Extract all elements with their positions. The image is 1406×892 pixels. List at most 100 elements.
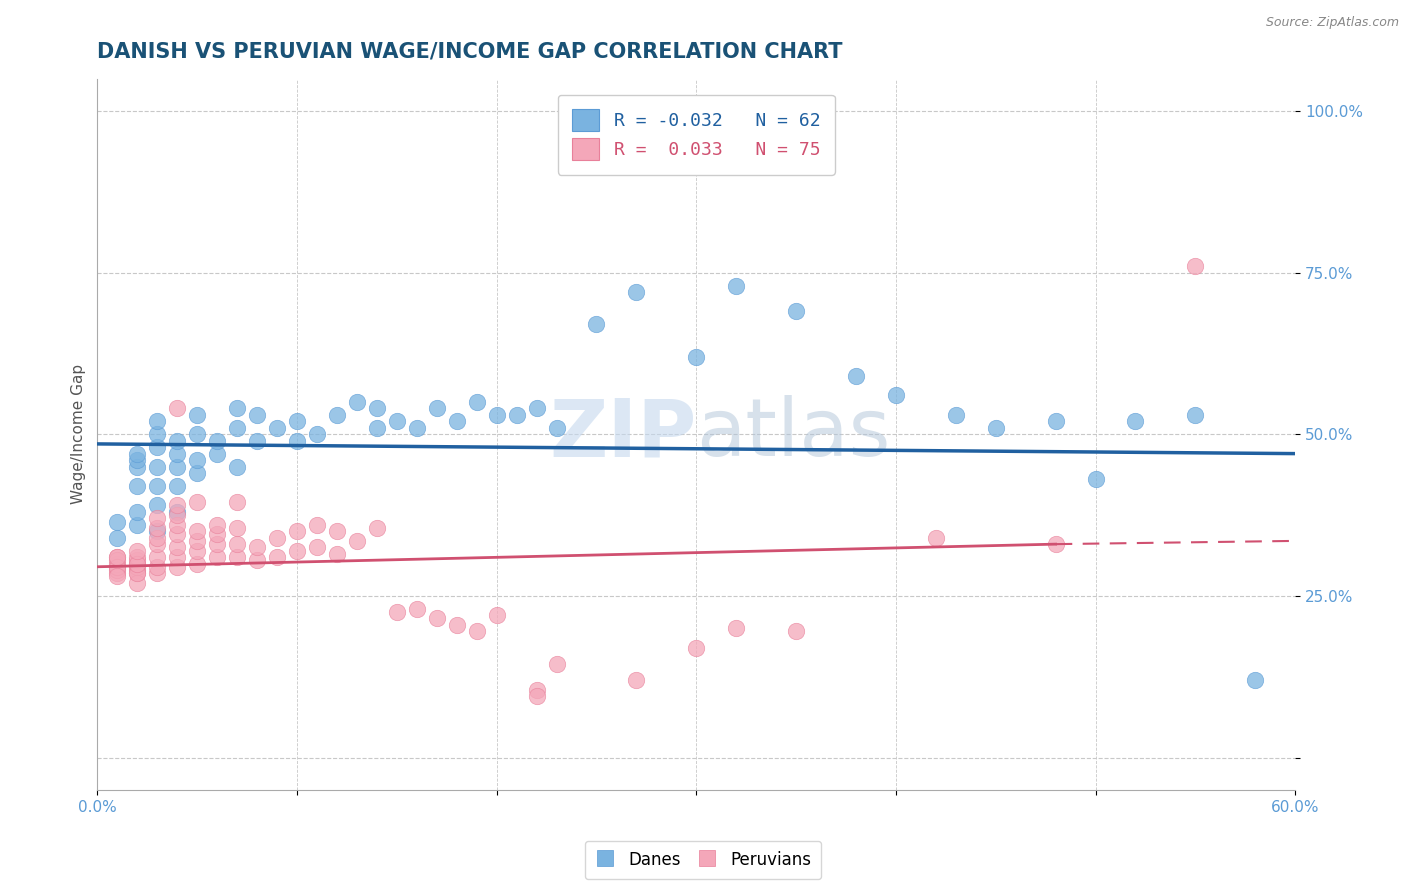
Point (945, 408, 967, 422)
Point (785, 304, 807, 318)
Point (105, 553, 128, 567)
Point (146, 559, 169, 574)
Point (585, 318, 607, 332)
Point (526, 689, 548, 703)
Point (1125, 414, 1147, 428)
Point (246, 434, 269, 448)
Point (127, 557, 149, 571)
Point (925, 531, 948, 545)
Point (884, 388, 907, 402)
Point (546, 657, 568, 671)
Point (105, 515, 128, 529)
Point (166, 401, 188, 416)
Point (127, 563, 149, 577)
Point (446, 618, 468, 632)
Point (305, 517, 328, 532)
Point (166, 479, 188, 493)
Point (226, 401, 249, 416)
Point (127, 517, 149, 532)
Point (105, 557, 128, 571)
Point (166, 541, 188, 555)
Point (127, 550, 149, 565)
Legend: R = -0.032   N = 62, R =  0.033   N = 75: R = -0.032 N = 62, R = 0.033 N = 75 (558, 95, 835, 175)
Point (127, 505, 149, 519)
Point (1045, 414, 1067, 428)
Point (426, 611, 449, 625)
Point (146, 537, 169, 551)
Point (1045, 537, 1067, 551)
Point (785, 624, 807, 639)
Point (326, 547, 349, 561)
Point (146, 511, 169, 525)
Point (205, 527, 228, 541)
Text: DANISH VS PERUVIAN WAGE/INCOME GAP CORRELATION CHART: DANISH VS PERUVIAN WAGE/INCOME GAP CORRE… (97, 42, 842, 62)
Point (1084, 473, 1107, 487)
Point (105, 559, 128, 574)
Point (1184, 259, 1206, 273)
Point (285, 414, 308, 428)
Point (266, 550, 288, 565)
Point (146, 427, 169, 442)
Point (127, 543, 149, 558)
Point (146, 550, 169, 565)
Point (984, 421, 1007, 435)
Point (266, 421, 288, 435)
Point (205, 447, 228, 461)
Point (385, 605, 408, 619)
Point (366, 521, 388, 535)
Point (105, 569, 128, 583)
Y-axis label: Wage/Income Gap: Wage/Income Gap (72, 364, 86, 504)
Point (285, 434, 308, 448)
Point (105, 550, 128, 565)
Point (166, 517, 188, 532)
Point (246, 408, 269, 422)
Point (526, 682, 548, 697)
Point (105, 566, 128, 581)
Point (226, 495, 249, 509)
Point (326, 408, 349, 422)
Point (226, 550, 249, 565)
Point (465, 395, 488, 409)
Point (127, 453, 149, 467)
Point (146, 521, 169, 535)
Legend: Danes, Peruvians: Danes, Peruvians (585, 841, 821, 880)
Point (685, 350, 707, 364)
Point (186, 524, 208, 539)
Point (127, 576, 149, 591)
Point (226, 421, 249, 435)
Point (485, 608, 508, 623)
Point (346, 395, 368, 409)
Point (1244, 673, 1267, 687)
Text: atlas: atlas (696, 395, 890, 474)
Point (246, 553, 269, 567)
Point (205, 434, 228, 448)
Point (725, 278, 748, 293)
Point (385, 414, 408, 428)
Point (127, 557, 149, 571)
Point (166, 559, 188, 574)
Point (266, 531, 288, 545)
Point (226, 537, 249, 551)
Point (205, 517, 228, 532)
Point (246, 541, 269, 555)
Text: Source: ZipAtlas.com: Source: ZipAtlas.com (1265, 16, 1399, 29)
Text: ZIP: ZIP (548, 395, 696, 474)
Point (505, 408, 527, 422)
Point (105, 550, 128, 565)
Point (166, 550, 188, 565)
Point (166, 499, 188, 513)
Point (146, 499, 169, 513)
Point (127, 447, 149, 461)
Point (166, 527, 188, 541)
Point (105, 531, 128, 545)
Point (105, 563, 128, 577)
Point (186, 427, 208, 442)
Point (105, 559, 128, 574)
Point (845, 369, 868, 384)
Point (127, 459, 149, 474)
Point (465, 624, 488, 639)
Point (186, 543, 208, 558)
Point (186, 466, 208, 480)
Point (127, 479, 149, 493)
Point (305, 541, 328, 555)
